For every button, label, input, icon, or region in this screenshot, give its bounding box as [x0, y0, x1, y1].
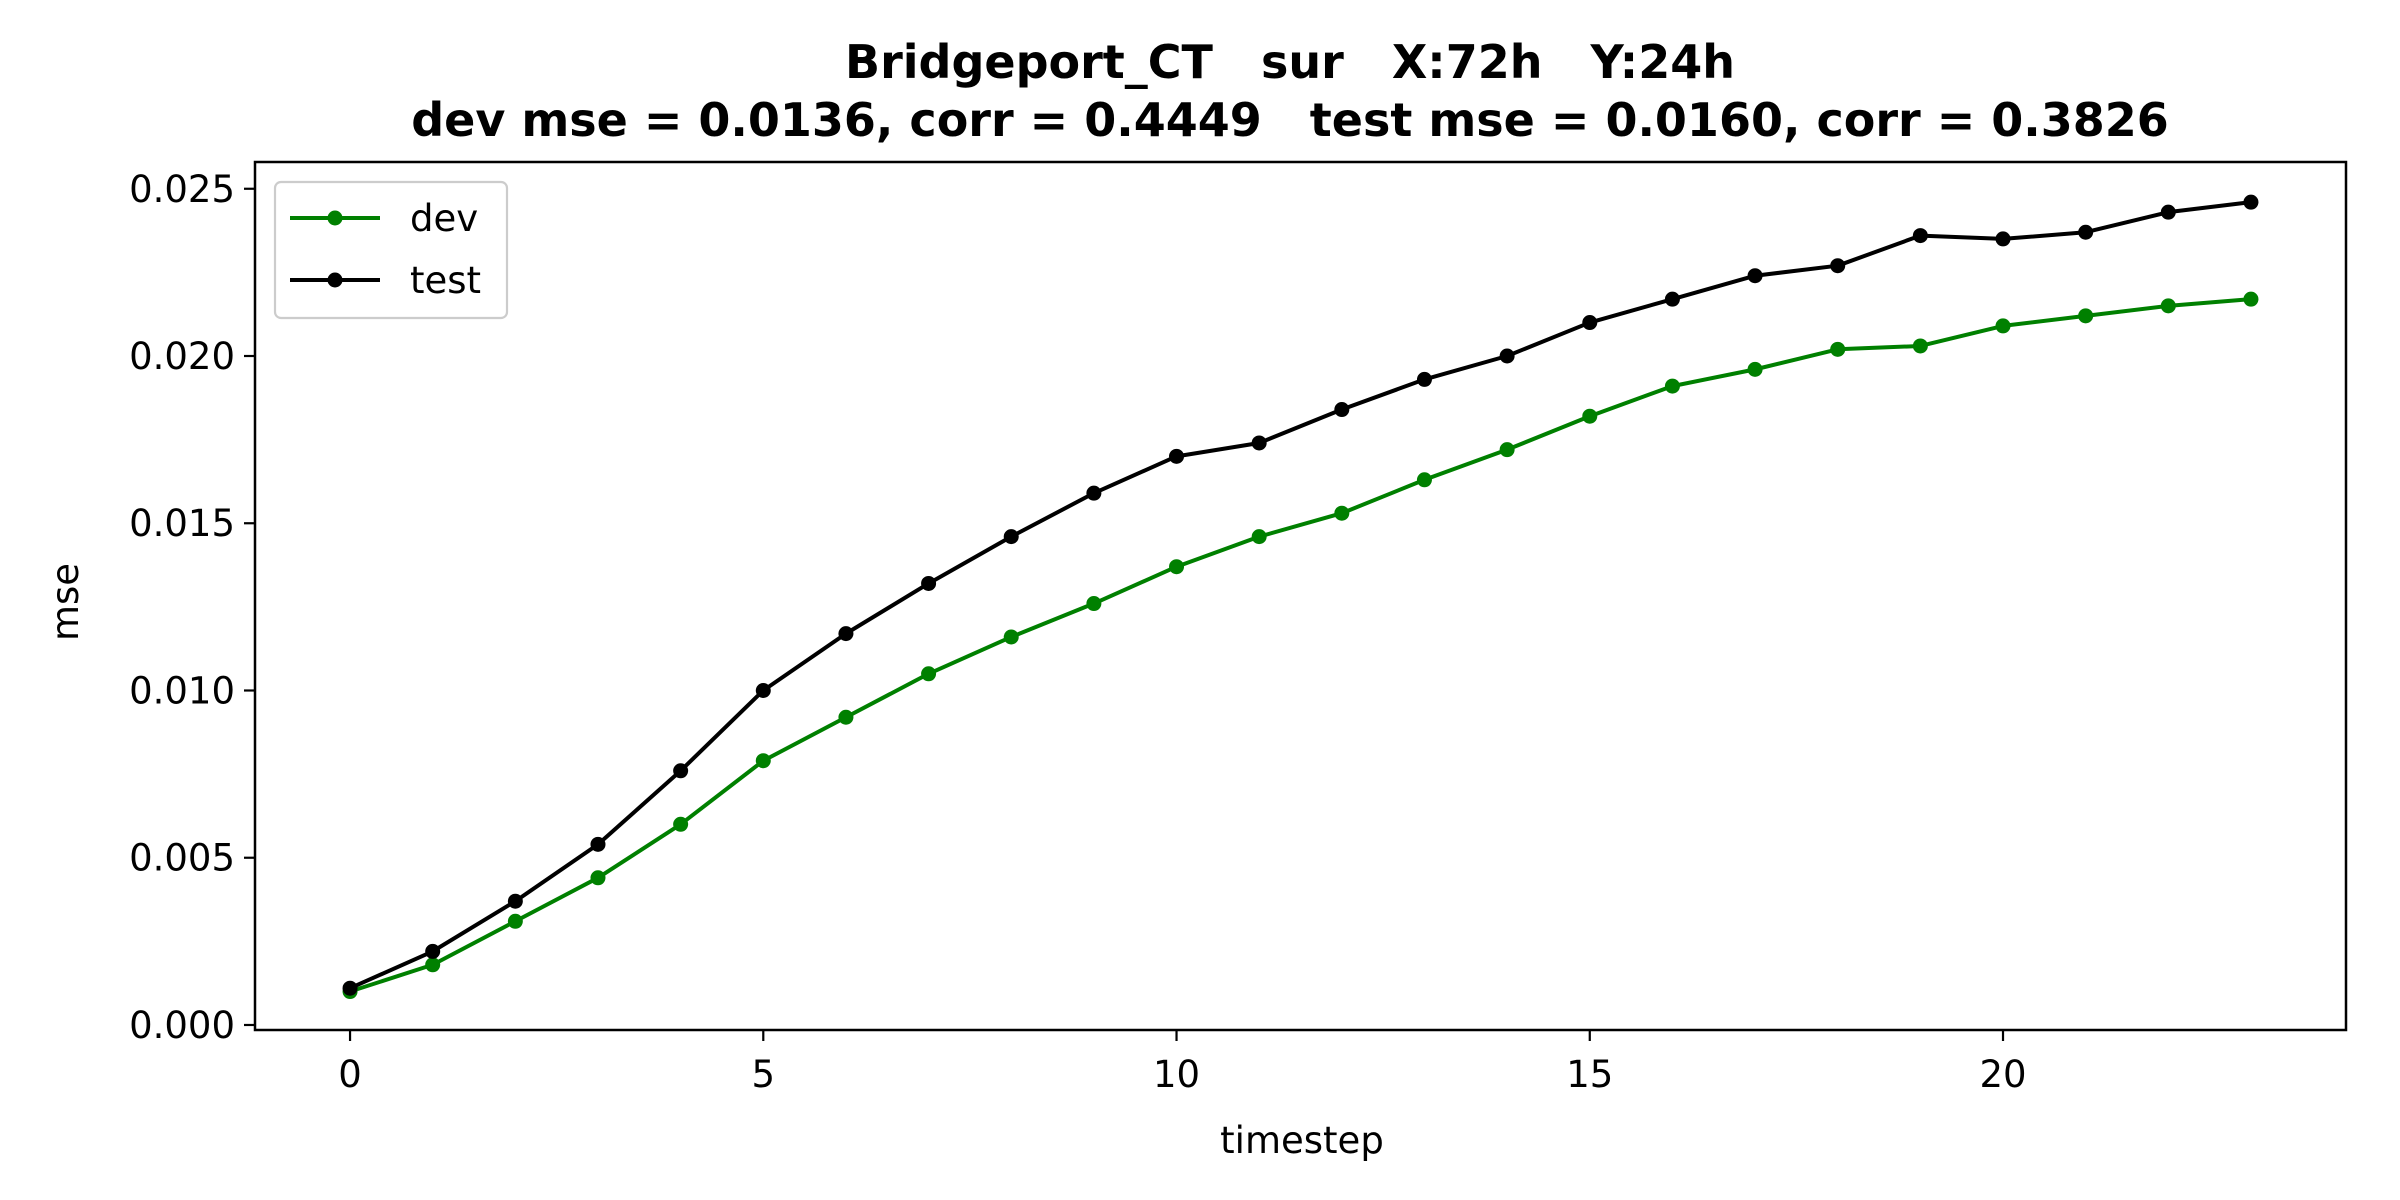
- data-point-dev: [1912, 338, 1928, 354]
- x-axis-label: timestep: [1220, 1119, 1384, 1162]
- data-point-test: [755, 682, 771, 698]
- series-line-dev: [349, 297, 2252, 994]
- legend-entry-dev: dev: [290, 197, 478, 240]
- data-point-test: [2078, 224, 2094, 240]
- legend-label: test: [410, 259, 481, 302]
- data-point-dev: [1334, 505, 1350, 521]
- y-tick-label: 0.015: [129, 502, 235, 545]
- data-point-dev: [1499, 442, 1515, 458]
- y-tick-label: 0.010: [129, 669, 235, 712]
- data-point-dev: [1086, 596, 1102, 612]
- data-point-test: [1499, 348, 1515, 364]
- data-point-dev: [1251, 529, 1267, 545]
- data-point-test: [1169, 448, 1185, 464]
- legend: dev test: [273, 180, 509, 320]
- plot-area: [342, 194, 2259, 1000]
- data-point-test: [1995, 231, 2011, 247]
- data-point-dev: [1747, 361, 1763, 377]
- data-point-test: [673, 763, 689, 779]
- series-line-test: [349, 200, 2252, 991]
- data-point-test: [838, 626, 854, 642]
- y-tick-label: 0.005: [129, 837, 235, 880]
- series-test: [342, 194, 2259, 996]
- data-point-test: [1664, 291, 1680, 307]
- legend-marker: [327, 272, 343, 288]
- data-point-dev: [590, 870, 606, 886]
- data-point-test: [2160, 204, 2176, 220]
- data-point-test: [342, 980, 358, 996]
- chart-title-line2: dev mse = 0.0136, corr = 0.4449 test mse…: [411, 93, 2169, 147]
- axes-frame: [253, 160, 2348, 1032]
- data-point-dev: [1582, 408, 1598, 424]
- data-point-dev: [1830, 341, 1846, 357]
- data-point-dev: [507, 913, 523, 929]
- data-point-test: [425, 943, 441, 959]
- data-point-dev: [1664, 378, 1680, 394]
- data-point-test: [921, 575, 937, 591]
- series-dev: [342, 291, 2259, 1000]
- data-point-test: [1747, 268, 1763, 284]
- x-axis: 0 5 10 15 20: [338, 1030, 2027, 1096]
- data-point-dev: [2243, 291, 2259, 307]
- data-point-test: [1003, 529, 1019, 545]
- legend-entry-test: test: [290, 259, 481, 302]
- y-tick-label: 0.020: [129, 335, 235, 378]
- data-point-test: [1416, 371, 1432, 387]
- data-point-dev: [2160, 298, 2176, 314]
- x-tick-label: 20: [1979, 1053, 2026, 1096]
- data-point-test: [507, 893, 523, 909]
- data-point-test: [2243, 194, 2259, 210]
- legend-marker: [327, 210, 343, 226]
- data-point-test: [1334, 402, 1350, 418]
- data-point-dev: [1416, 472, 1432, 488]
- data-point-dev: [425, 957, 441, 973]
- data-point-test: [1251, 435, 1267, 451]
- data-point-dev: [673, 816, 689, 832]
- x-tick-label: 15: [1566, 1053, 1613, 1096]
- y-axis: 0.000 0.005 0.010 0.015 0.020 0.025: [129, 168, 255, 1047]
- data-point-dev: [755, 753, 771, 769]
- y-tick-label: 0.025: [129, 168, 235, 211]
- x-tick-label: 5: [752, 1053, 776, 1096]
- chart-title-line1: Bridgeport_CT sur X:72h Y:24h: [845, 35, 1735, 89]
- data-point-test: [590, 836, 606, 852]
- y-axis-label: mse: [44, 563, 87, 641]
- data-point-dev: [2078, 308, 2094, 324]
- data-point-test: [1912, 228, 1928, 244]
- x-tick-label: 10: [1153, 1053, 1200, 1096]
- data-point-dev: [1995, 318, 2011, 334]
- data-point-test: [1830, 258, 1846, 274]
- legend-label: dev: [410, 197, 478, 240]
- data-point-dev: [1003, 629, 1019, 645]
- data-point-dev: [838, 709, 854, 725]
- data-point-test: [1086, 485, 1102, 501]
- data-point-dev: [1169, 559, 1185, 575]
- y-tick-label: 0.000: [129, 1004, 235, 1047]
- data-point-dev: [921, 666, 937, 682]
- data-point-test: [1582, 315, 1598, 331]
- x-tick-label: 0: [338, 1053, 362, 1096]
